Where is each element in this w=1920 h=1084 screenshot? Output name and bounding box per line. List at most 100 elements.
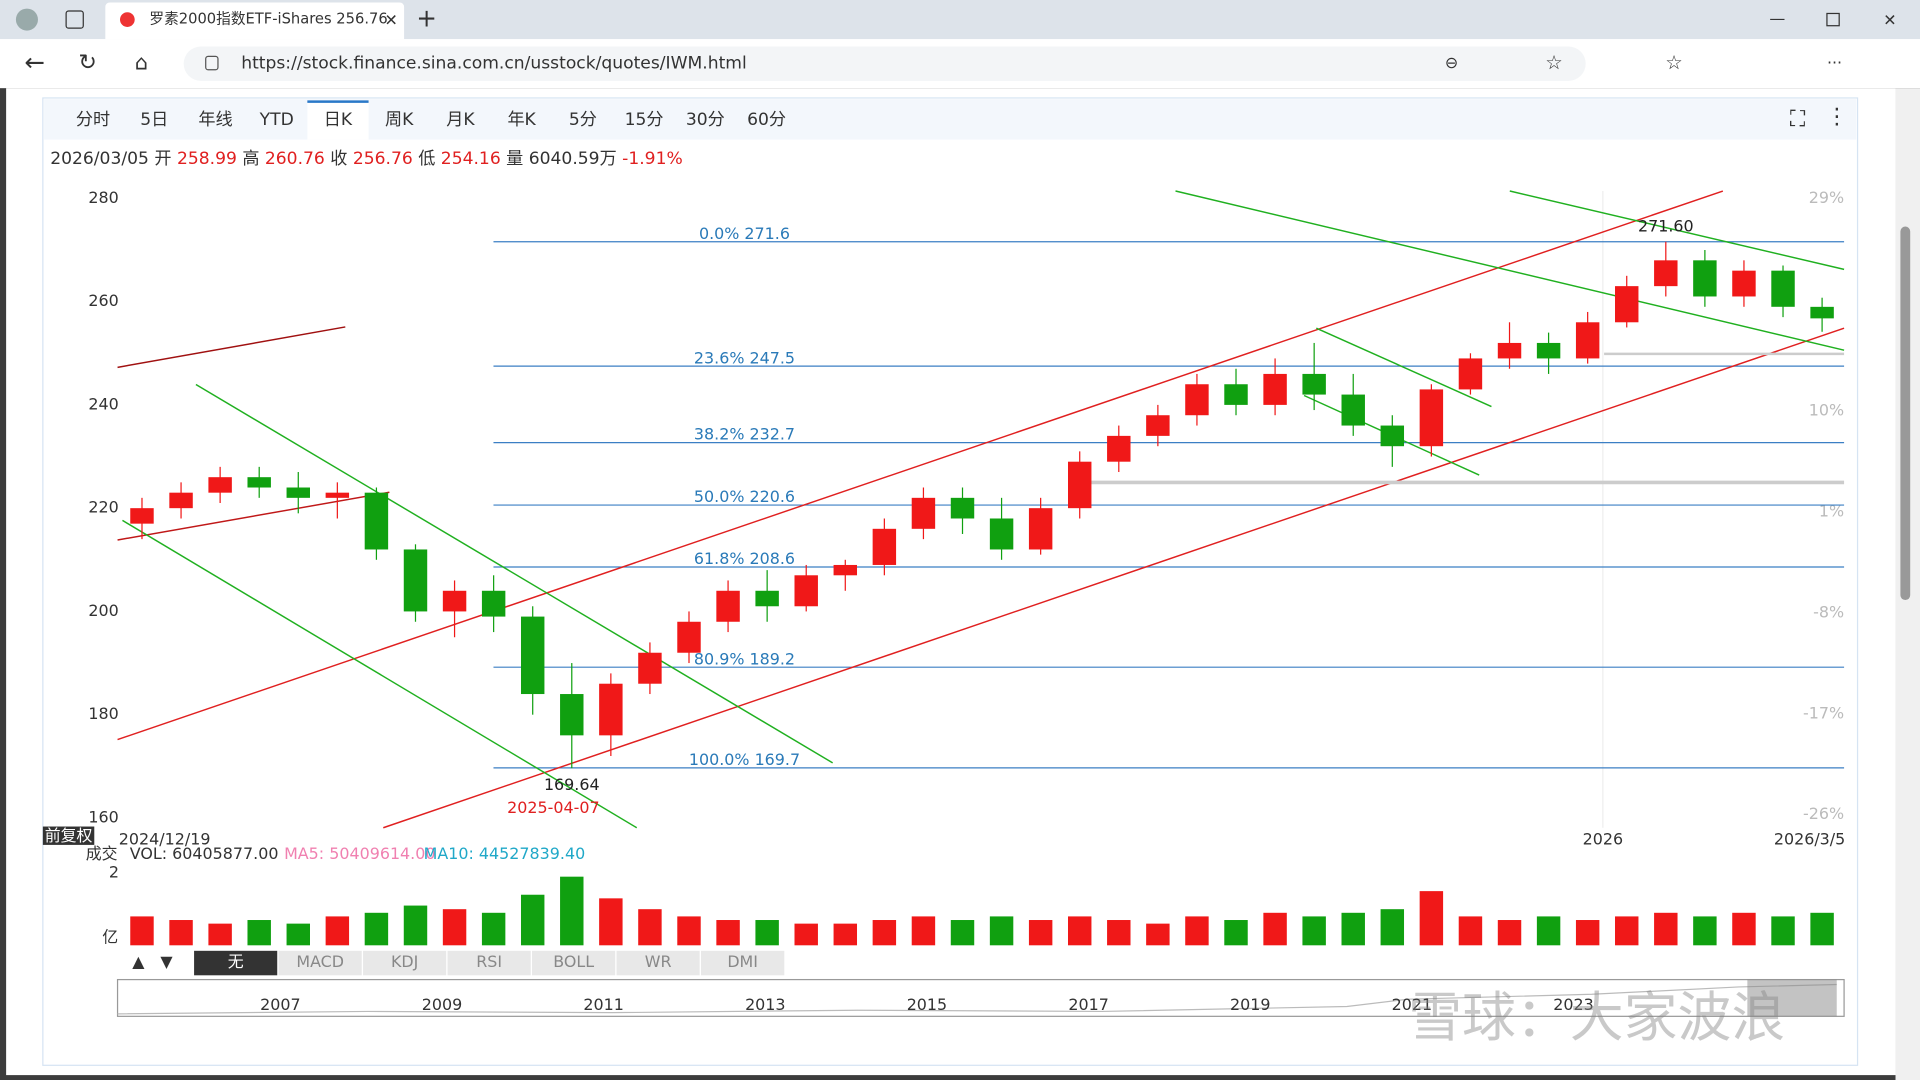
period-tab[interactable]: 日K: [324, 110, 353, 130]
fib-label: 0.0% 271.6: [699, 224, 790, 243]
period-tab[interactable]: YTD: [259, 110, 294, 130]
low-date: 2025-04-07: [507, 798, 599, 817]
candle-body: [950, 497, 975, 519]
candle-body: [1185, 384, 1209, 416]
volume-bar: [1810, 912, 1834, 946]
nav-year: 2013: [745, 995, 785, 1014]
candle-body: [677, 621, 701, 653]
volume-bar: [1107, 920, 1131, 946]
indicator-tab[interactable]: [530, 949, 617, 977]
volume-bar: [208, 923, 232, 946]
favorite[interactable]: ☆: [1545, 51, 1563, 74]
scroll-down[interactable]: ▼: [160, 952, 173, 971]
candle-body: [872, 528, 897, 565]
quote-date: 2026/03/05: [50, 149, 149, 169]
indicator-label: 无: [228, 952, 244, 971]
home[interactable]: ⌂: [135, 51, 148, 75]
volume-bar: [950, 920, 975, 946]
fullscreen[interactable]: ⛶: [1790, 107, 1806, 132]
y-tick-label: 260: [88, 291, 118, 310]
nav-year: 2017: [1068, 995, 1108, 1014]
close-window[interactable]: ✕: [1883, 10, 1896, 29]
scroll-thumb[interactable]: [1900, 226, 1911, 600]
menu[interactable]: ···: [1827, 53, 1842, 72]
url-field[interactable]: [183, 46, 1586, 81]
trend-line: [383, 327, 1845, 829]
candle-body: [169, 492, 193, 509]
profile-icon[interactable]: [15, 8, 38, 31]
trend-line: [1509, 190, 1845, 271]
candle-body: [599, 683, 623, 736]
lock-icon: [205, 55, 219, 71]
indicator-tab[interactable]: [446, 949, 533, 977]
scroll-up[interactable]: ▲: [132, 952, 145, 971]
indicator-label: WR: [645, 952, 672, 971]
minimize[interactable]: —: [1769, 9, 1785, 28]
more[interactable]: ⋮: [1826, 105, 1848, 130]
fib-label: 38.2% 232.7: [694, 425, 795, 444]
volume-bar: [364, 912, 389, 946]
period-tab[interactable]: 年线: [198, 110, 232, 130]
volume-bar: [520, 894, 545, 946]
period-tab[interactable]: 周K: [385, 110, 414, 130]
refresh[interactable]: ↻: [78, 51, 96, 76]
period-tab[interactable]: 60分: [747, 110, 786, 130]
trend-line: [117, 190, 1724, 741]
volume-bar: [755, 920, 779, 946]
volume-bar: [1302, 916, 1326, 946]
indicator-tab[interactable]: [615, 949, 702, 977]
candle-body: [130, 508, 154, 524]
watermark: 雪球：大家波浪: [1408, 986, 1785, 1049]
fib-label: 23.6% 247.5: [694, 348, 795, 367]
navigator-window[interactable]: [1747, 979, 1837, 1017]
year-label: 2026: [1583, 830, 1623, 849]
active-tab[interactable]: [105, 2, 405, 40]
q-label: 高: [242, 149, 259, 169]
y-tick-label: 240: [88, 394, 118, 413]
nav-year: 2015: [907, 995, 947, 1014]
new-tab[interactable]: +: [416, 4, 437, 33]
back[interactable]: ←: [24, 48, 45, 77]
candle-body: [403, 549, 428, 612]
period-tab[interactable]: 5日: [140, 110, 168, 130]
trend-line: [117, 491, 390, 541]
volume-bar: [247, 920, 271, 946]
candle-body: [1302, 373, 1326, 395]
favorites[interactable]: ☆: [1665, 51, 1683, 74]
candle-body: [833, 564, 858, 576]
candle-body: [1263, 373, 1287, 405]
indicator-tab[interactable]: [361, 949, 448, 977]
y2-tick-label: -8%: [1813, 602, 1844, 621]
volume-bar: [286, 923, 310, 946]
maximize[interactable]: [1826, 12, 1840, 27]
zoom[interactable]: ⊖: [1445, 53, 1458, 72]
candle-body: [442, 590, 467, 612]
period-tab[interactable]: 分时: [76, 110, 110, 130]
nav-year: 2023: [1553, 995, 1593, 1014]
candle-body: [1341, 394, 1365, 426]
period-tab[interactable]: 15分: [625, 110, 664, 130]
trend-line: [122, 519, 638, 829]
volume-bar: [1068, 916, 1092, 946]
indicator-label: BOLL: [553, 952, 594, 971]
adjust-label: 前复权: [45, 826, 93, 845]
q-value: 254.16: [441, 149, 501, 169]
tab-close[interactable]: ✕: [384, 10, 397, 29]
indicator-tab[interactable]: [699, 949, 786, 977]
tab-actions[interactable]: [65, 10, 84, 29]
period-tab[interactable]: 5分: [569, 110, 597, 130]
nav-year: 2011: [583, 995, 623, 1014]
navigator[interactable]: [116, 978, 1845, 1017]
volume-bar: [1419, 891, 1444, 946]
period-tab[interactable]: 30分: [686, 110, 725, 130]
navigator-line: [117, 983, 1837, 1015]
volume-bar: [325, 916, 350, 946]
adjust-badge[interactable]: [42, 826, 95, 845]
volume-bar: [169, 920, 193, 946]
indicator-label: MACD: [296, 952, 344, 971]
y2-tick-label: -26%: [1803, 804, 1844, 823]
period-tab[interactable]: 年K: [507, 110, 536, 130]
tab-selected[interactable]: [307, 100, 369, 140]
y2-tick-label: -17%: [1803, 703, 1844, 722]
period-tab[interactable]: 月K: [446, 110, 475, 130]
